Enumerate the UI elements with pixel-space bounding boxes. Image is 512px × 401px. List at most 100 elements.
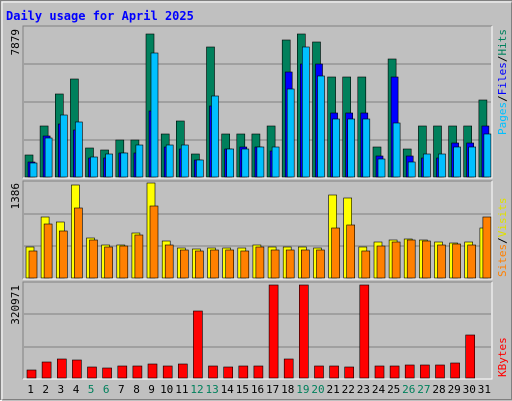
kbytes-bar [465,334,476,379]
day-tick-label: 14 [221,383,235,396]
pages-bar [120,152,129,178]
hits-legend: Pages/Files/Hits [496,29,509,135]
day-tick-label: 19 [296,383,309,396]
day-tick-label: 31 [478,383,491,396]
panel-hits-light [23,26,493,179]
day-tick-label: 9 [148,383,155,396]
pages-bar [453,146,461,178]
kbytes-bar [238,365,249,379]
kbytes-bar [374,365,385,379]
kbytes-bar [344,366,355,379]
pages-bar [44,137,53,178]
sites-bar [285,249,295,279]
sites-bar [149,205,159,279]
pages-bar [301,46,310,178]
kbytes-bar [329,365,339,379]
sites-bar [119,245,129,279]
sites-bar [452,243,461,279]
sites-bar [437,244,446,279]
kbytes-bar [253,365,264,379]
sites-bar [270,249,280,279]
kbytes-bar [193,310,203,379]
kbytes-bar [223,366,233,379]
sites-bar [58,230,68,279]
pages-bar [226,148,234,178]
kbytes-bar [26,369,37,379]
day-tick-label: 18 [281,383,294,396]
kbytes-max-label: 320971 [9,285,22,325]
hits-max-label: 7879 [9,29,22,56]
kbytes-bar [87,366,97,379]
pages-bar [105,153,113,178]
kbytes-legend: KBytes [496,337,509,377]
visits-legend-part: Sites [496,244,509,277]
pages-bar [377,158,386,178]
sites-bar [164,244,174,279]
sites-bar [134,234,144,279]
day-tick-label: 5 [88,383,95,396]
sites-bar [361,250,371,279]
sites-bar [316,249,325,279]
pages-bar [392,122,401,178]
day-tick-label: 3 [57,383,64,396]
kbytes-bar [435,364,445,379]
hits-legend-part: Hits [496,29,509,56]
sites-bar [43,223,53,279]
kbytes-bar [132,365,143,379]
day-tick-label: 7 [118,383,125,396]
pages-bar [165,144,174,178]
pages-bar [75,121,83,178]
day-tick-label: 13 [205,383,218,396]
sites-bar [346,224,356,279]
pages-bar [256,146,265,178]
hits-legend-part: Files [496,62,509,95]
day-tick-label: 15 [236,383,249,396]
pages-bar [407,161,416,178]
sites-bar [225,249,234,279]
hits-legend-part: / [496,95,509,102]
pages-bar [483,133,492,178]
sites-bar [104,246,113,279]
day-tick-label: 22 [342,383,355,396]
pages-bar [196,159,204,178]
sites-bar [255,246,265,279]
pages-bar [29,162,38,178]
panel-kbytes-light [23,282,493,380]
sites-bar [406,239,416,279]
kbytes-bar [420,364,430,379]
kbytes-bar [41,361,52,379]
pages-bar [90,156,98,178]
kbytes-bar [147,363,158,379]
pages-bar [135,144,144,178]
sites-bar [391,241,401,279]
panel-kbytes [23,282,492,379]
kbytes-bar [102,367,112,379]
pages-bar [347,118,356,178]
sites-bar [331,227,340,279]
day-tick-label: 17 [266,383,279,396]
sites-bar [28,250,38,279]
day-tick-label: 21 [326,383,339,396]
pages-bar [362,118,371,178]
kbytes-bar [178,363,188,379]
panel-kbytes-shade [22,281,492,379]
day-tick-label: 25 [387,383,400,396]
day-tick-label: 10 [160,383,173,396]
sites-bar [482,216,492,279]
pages-bar [211,95,219,178]
sites-bar [210,249,219,279]
pages-bar [468,146,477,178]
day-tick-label: 6 [103,383,110,396]
kbytes-bar [359,284,370,379]
hits-legend-part: / [496,56,509,63]
panel-visits-shade [22,180,492,279]
day-tick-label: 1 [27,383,34,396]
kbytes-bar [117,365,128,379]
kbytes-bar [450,362,460,379]
kbytes-bar [314,365,324,379]
day-tick-label: 24 [372,383,386,396]
kbytes-bar [162,365,173,379]
sites-bar [180,249,189,279]
day-tick-label: 16 [251,383,264,396]
